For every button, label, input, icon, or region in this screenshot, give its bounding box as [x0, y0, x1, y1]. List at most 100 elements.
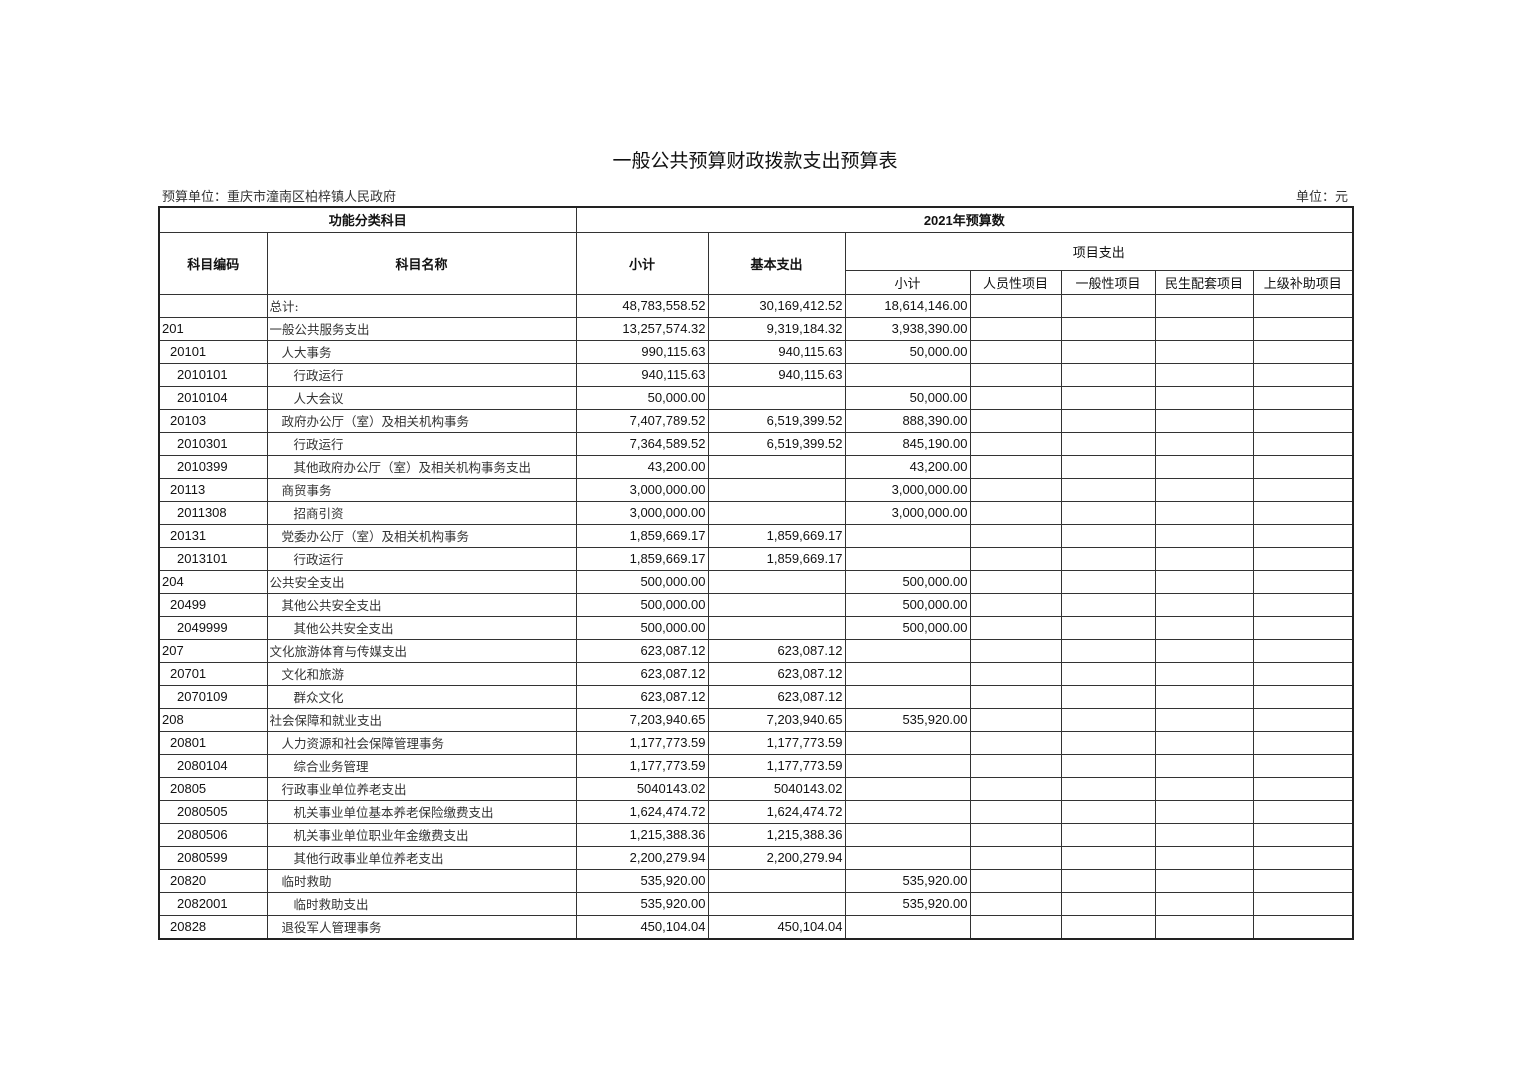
table-row: 20828 退役军人管理事务 450,104.04 450,104.04	[158, 914, 1354, 939]
cell-basic	[707, 868, 846, 893]
table-row: 208 社会保障和就业支出 7,203,940.65 7,203,940.65 535,…	[158, 707, 1354, 732]
cell-name: 群众文化	[266, 684, 577, 709]
cell-project-subtotal: 500,000.00	[844, 615, 971, 640]
cell-livelihood	[1154, 592, 1254, 617]
cell-personnel	[969, 293, 1062, 318]
cell-subtotal: 7,364,589.52	[575, 431, 709, 456]
cell-project-subtotal	[844, 661, 971, 686]
cell-livelihood	[1154, 316, 1254, 341]
cell-project-subtotal	[844, 914, 971, 939]
cell-superior	[1252, 684, 1354, 709]
header-function-category: 功能分类科目	[158, 206, 577, 233]
cell-code: 2070109	[158, 684, 268, 709]
header-basic: 基本支出	[707, 231, 846, 295]
cell-project-subtotal: 3,000,000.00	[844, 477, 971, 502]
cell-general	[1060, 845, 1156, 870]
cell-basic: 623,087.12	[707, 638, 846, 663]
cell-superior	[1252, 293, 1354, 318]
cell-project-subtotal: 845,190.00	[844, 431, 971, 456]
cell-livelihood	[1154, 822, 1254, 847]
cell-superior	[1252, 408, 1354, 433]
cell-personnel	[969, 753, 1062, 778]
cell-subtotal: 1,177,773.59	[575, 730, 709, 755]
cell-general	[1060, 822, 1156, 847]
cell-name: 行政事业单位养老支出	[266, 776, 577, 801]
table-row: 204 公共安全支出 500,000.00 500,000.00	[158, 569, 1354, 594]
cell-livelihood	[1154, 730, 1254, 755]
cell-project-subtotal	[844, 362, 971, 387]
cell-general	[1060, 523, 1156, 548]
cell-personnel	[969, 454, 1062, 479]
cell-subtotal: 500,000.00	[575, 569, 709, 594]
cell-superior	[1252, 661, 1354, 686]
cell-project-subtotal	[844, 684, 971, 709]
cell-code: 2011308	[158, 500, 268, 525]
cell-superior	[1252, 845, 1354, 870]
cell-subtotal: 535,920.00	[575, 868, 709, 893]
cell-basic: 940,115.63	[707, 339, 846, 364]
cell-basic: 5040143.02	[707, 776, 846, 801]
table-row: 2070109 群众文化 623,087.12 623,087.12	[158, 684, 1354, 709]
cell-code: 2080505	[158, 799, 268, 824]
cell-subtotal: 1,215,388.36	[575, 822, 709, 847]
cell-name: 其他公共安全支出	[266, 592, 577, 617]
cell-name: 其他公共安全支出	[266, 615, 577, 640]
cell-subtotal: 1,859,669.17	[575, 523, 709, 548]
cell-name: 商贸事务	[266, 477, 577, 502]
table-row: 总计: 48,783,558.52 30,169,412.52 18,614,146.…	[158, 293, 1354, 318]
cell-subtotal: 5040143.02	[575, 776, 709, 801]
cell-general	[1060, 293, 1156, 318]
table-row: 2082001 临时救助支出 535,920.00 535,920.00	[158, 891, 1354, 916]
cell-superior	[1252, 868, 1354, 893]
cell-name: 文化旅游体育与传媒支出	[266, 638, 577, 663]
cell-basic: 450,104.04	[707, 914, 846, 939]
table-row: 207 文化旅游体育与传媒支出 623,087.12 623,087.12	[158, 638, 1354, 663]
cell-project-subtotal: 500,000.00	[844, 592, 971, 617]
cell-livelihood	[1154, 845, 1254, 870]
cell-subtotal: 3,000,000.00	[575, 477, 709, 502]
cell-name: 临时救助支出	[266, 891, 577, 916]
cell-code: 2080104	[158, 753, 268, 778]
cell-subtotal: 500,000.00	[575, 592, 709, 617]
cell-subtotal: 990,115.63	[575, 339, 709, 364]
cell-superior	[1252, 753, 1354, 778]
cell-general	[1060, 868, 1156, 893]
cell-general	[1060, 753, 1156, 778]
cell-code: 208	[158, 707, 268, 732]
cell-code: 20103	[158, 408, 268, 433]
header-project-subtotal: 小计	[844, 269, 971, 295]
table-row: 2013101 行政运行 1,859,669.17 1,859,669.17	[158, 546, 1354, 571]
cell-code: 20801	[158, 730, 268, 755]
cell-name: 行政运行	[266, 546, 577, 571]
cell-project-subtotal: 500,000.00	[844, 569, 971, 594]
cell-subtotal: 1,624,474.72	[575, 799, 709, 824]
cell-livelihood	[1154, 500, 1254, 525]
cell-general	[1060, 615, 1156, 640]
cell-project-subtotal	[844, 546, 971, 571]
cell-project-subtotal	[844, 822, 971, 847]
cell-livelihood	[1154, 477, 1254, 502]
cell-basic	[707, 615, 846, 640]
cell-basic	[707, 385, 846, 410]
cell-personnel	[969, 316, 1062, 341]
cell-livelihood	[1154, 707, 1254, 732]
cell-superior	[1252, 730, 1354, 755]
cell-superior	[1252, 569, 1354, 594]
cell-basic: 1,177,773.59	[707, 753, 846, 778]
cell-subtotal: 623,087.12	[575, 638, 709, 663]
cell-code: 20828	[158, 914, 268, 939]
cell-code	[158, 293, 268, 318]
cell-personnel	[969, 868, 1062, 893]
cell-general	[1060, 891, 1156, 916]
cell-name: 人力资源和社会保障管理事务	[266, 730, 577, 755]
cell-livelihood	[1154, 454, 1254, 479]
cell-superior	[1252, 592, 1354, 617]
cell-superior	[1252, 385, 1354, 410]
table-row: 201 一般公共服务支出 13,257,574.32 9,319,184.32 3,93…	[158, 316, 1354, 341]
cell-superior	[1252, 615, 1354, 640]
cell-personnel	[969, 730, 1062, 755]
header-name: 科目名称	[266, 231, 577, 295]
cell-personnel	[969, 408, 1062, 433]
cell-livelihood	[1154, 408, 1254, 433]
cell-name: 总计:	[266, 293, 577, 318]
